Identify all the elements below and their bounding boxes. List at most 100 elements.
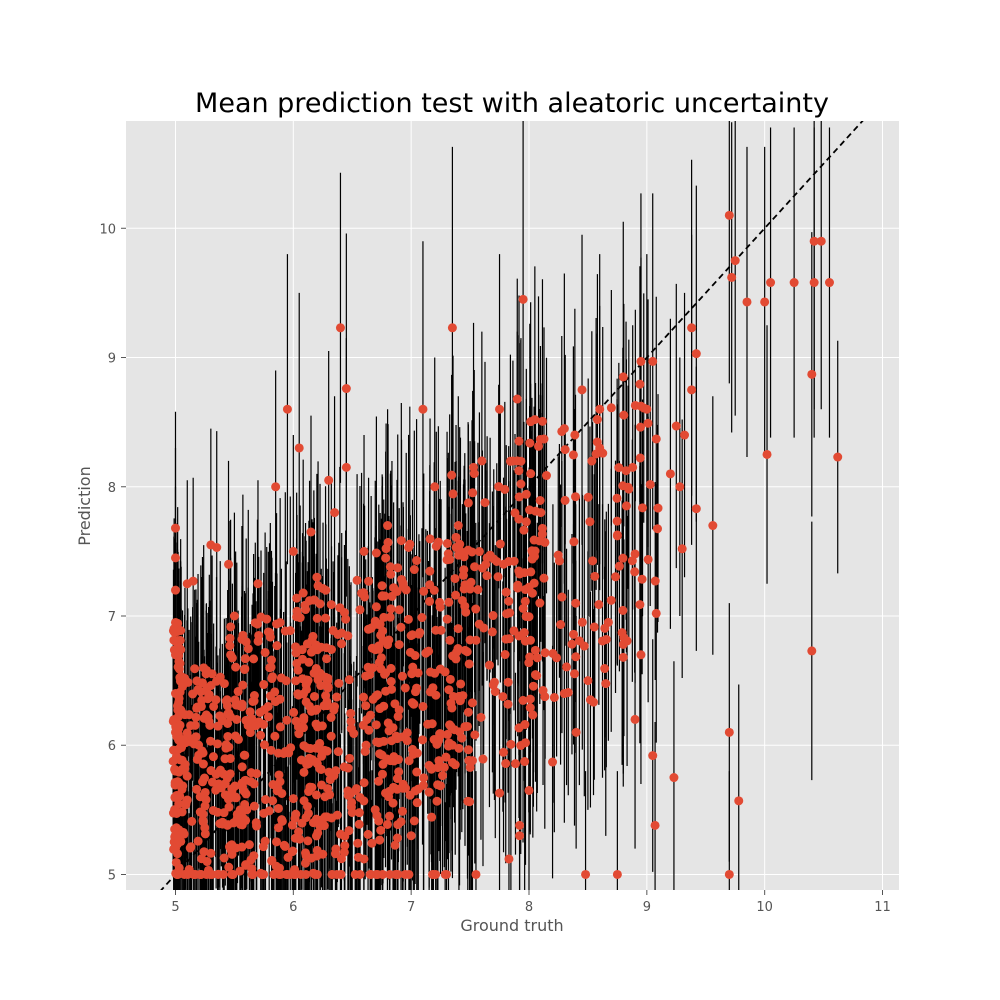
data-point bbox=[392, 734, 402, 744]
data-point bbox=[232, 812, 242, 822]
data-point bbox=[451, 590, 461, 600]
data-point bbox=[635, 379, 645, 389]
data-point bbox=[539, 573, 549, 583]
data-point bbox=[341, 614, 351, 624]
data-point bbox=[367, 838, 377, 848]
data-point bbox=[233, 686, 243, 696]
data-point bbox=[220, 790, 230, 800]
data-point bbox=[687, 385, 697, 395]
data-point bbox=[341, 384, 351, 394]
data-point bbox=[226, 622, 236, 632]
data-point bbox=[537, 529, 547, 539]
data-point bbox=[312, 572, 322, 582]
data-point bbox=[618, 553, 628, 563]
data-point bbox=[385, 612, 395, 622]
data-point bbox=[516, 456, 526, 466]
data-point bbox=[518, 294, 528, 304]
data-point bbox=[500, 650, 510, 660]
data-point bbox=[229, 611, 239, 621]
data-point bbox=[734, 796, 744, 806]
data-point bbox=[445, 554, 455, 564]
data-point bbox=[724, 869, 734, 879]
data-point bbox=[417, 613, 427, 623]
data-point bbox=[264, 806, 274, 816]
data-point bbox=[482, 571, 492, 581]
data-point bbox=[186, 721, 196, 731]
data-point bbox=[177, 807, 187, 817]
data-point bbox=[335, 323, 345, 333]
data-point bbox=[435, 664, 445, 674]
data-point bbox=[401, 585, 411, 595]
data-point bbox=[288, 794, 298, 804]
data-point bbox=[375, 835, 385, 845]
data-point bbox=[303, 836, 313, 846]
data-point bbox=[724, 727, 734, 737]
data-point bbox=[332, 810, 342, 820]
data-point bbox=[376, 825, 386, 835]
data-point bbox=[807, 369, 817, 379]
data-point bbox=[313, 675, 323, 685]
data-point bbox=[352, 575, 362, 585]
data-point bbox=[206, 736, 216, 746]
data-point bbox=[525, 694, 535, 704]
data-point bbox=[521, 517, 531, 527]
data-point bbox=[213, 739, 223, 749]
data-point bbox=[384, 811, 394, 821]
data-point bbox=[355, 605, 365, 615]
data-point bbox=[557, 426, 567, 436]
data-point bbox=[412, 798, 422, 808]
data-point bbox=[268, 796, 278, 806]
data-point bbox=[473, 585, 483, 595]
data-point bbox=[304, 787, 314, 797]
data-point bbox=[220, 754, 230, 764]
data-point bbox=[563, 687, 573, 697]
data-point bbox=[379, 701, 389, 711]
data-point bbox=[256, 730, 266, 740]
data-point bbox=[591, 449, 601, 459]
data-point bbox=[242, 805, 252, 815]
data-point bbox=[251, 818, 261, 828]
data-point bbox=[332, 692, 342, 702]
data-point bbox=[548, 649, 558, 659]
data-point bbox=[211, 695, 221, 705]
data-point bbox=[317, 815, 327, 825]
data-point bbox=[291, 716, 301, 726]
data-point bbox=[671, 421, 681, 431]
data-point bbox=[245, 728, 255, 738]
data-point bbox=[622, 636, 632, 646]
data-point bbox=[514, 492, 524, 502]
data-point bbox=[760, 297, 770, 307]
data-point bbox=[465, 797, 475, 807]
data-point bbox=[226, 650, 236, 660]
data-point bbox=[432, 739, 442, 749]
data-point bbox=[403, 614, 413, 624]
data-point bbox=[581, 869, 591, 879]
data-point bbox=[594, 600, 604, 610]
data-point bbox=[187, 816, 197, 826]
data-point bbox=[521, 611, 531, 621]
data-point bbox=[430, 482, 440, 492]
data-point bbox=[816, 236, 826, 246]
data-point bbox=[583, 676, 593, 686]
data-point bbox=[376, 630, 386, 640]
data-point bbox=[249, 696, 259, 706]
data-point bbox=[477, 563, 487, 573]
data-point bbox=[346, 716, 356, 726]
data-point bbox=[330, 702, 340, 712]
data-point bbox=[275, 722, 285, 732]
data-point bbox=[456, 679, 466, 689]
data-point bbox=[374, 657, 384, 667]
data-point bbox=[193, 836, 203, 846]
data-point bbox=[455, 546, 465, 556]
data-point bbox=[516, 741, 526, 751]
plot-area bbox=[126, 121, 899, 890]
data-point bbox=[271, 482, 281, 492]
data-point bbox=[245, 707, 255, 717]
data-point bbox=[488, 611, 498, 621]
data-point bbox=[428, 683, 438, 693]
data-point bbox=[687, 323, 697, 333]
data-point bbox=[377, 769, 387, 779]
data-point bbox=[824, 278, 834, 288]
y-tick-label: 10 bbox=[99, 222, 116, 237]
data-point bbox=[180, 764, 190, 774]
